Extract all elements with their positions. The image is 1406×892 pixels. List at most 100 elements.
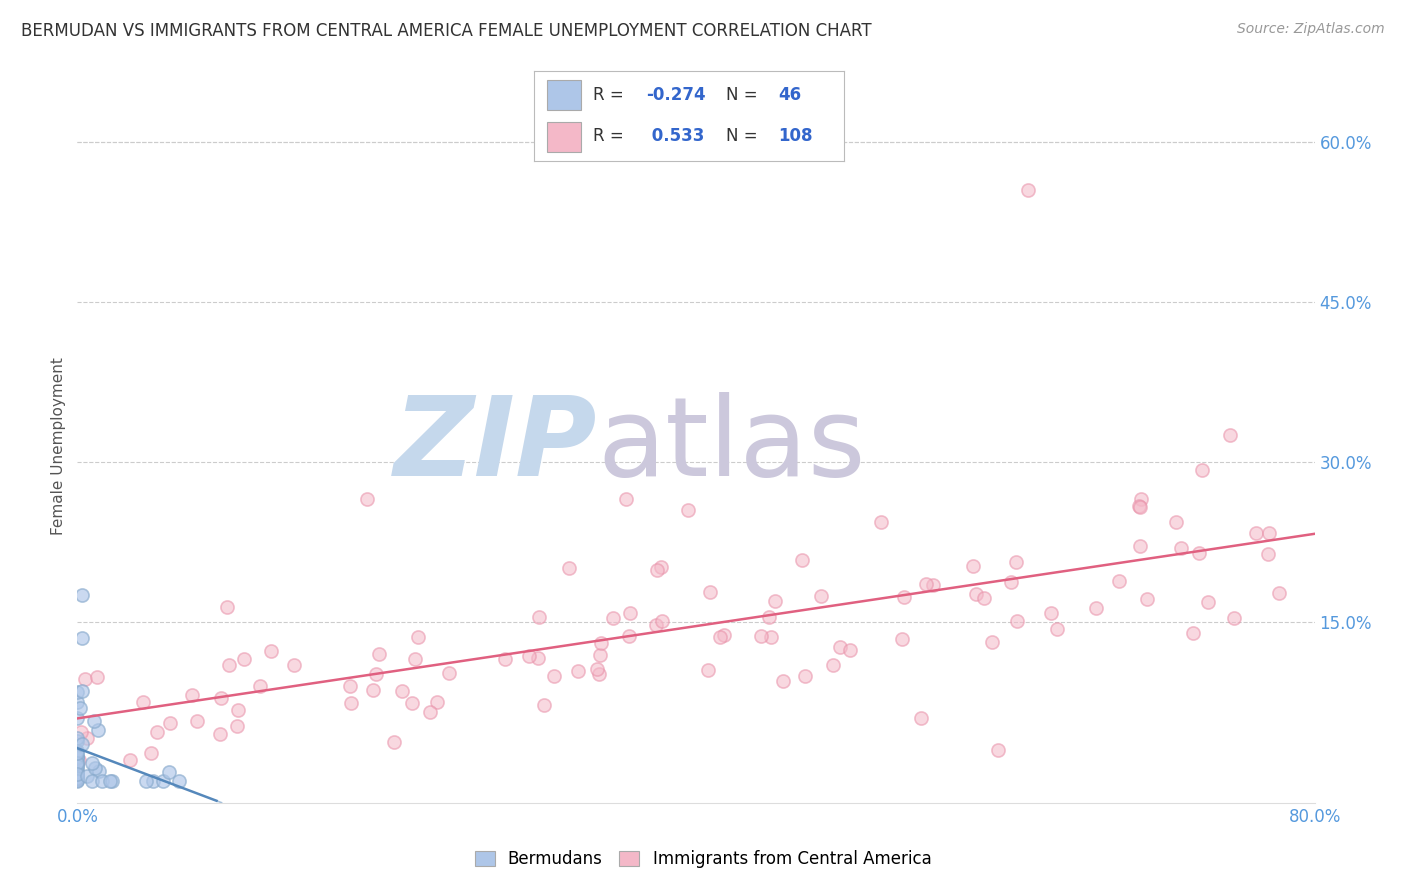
Point: [589, 636, 612, 650]
Point: [1187, 546, 1209, 560]
Point: [1128, 500, 1150, 514]
Point: [208, 726, 231, 740]
Point: [391, 684, 413, 698]
Point: [135, 774, 157, 789]
Point: [139, 746, 162, 760]
Point: [142, 774, 165, 789]
Point: [66, 759, 89, 773]
Point: [66, 746, 89, 760]
Point: [66, 762, 89, 776]
Point: [367, 647, 389, 661]
Point: [1007, 615, 1029, 629]
Point: [709, 630, 731, 644]
Point: [80, 756, 103, 771]
Point: [1018, 183, 1040, 197]
Point: [763, 594, 786, 608]
Point: [533, 698, 555, 712]
FancyBboxPatch shape: [547, 122, 581, 152]
Point: [66, 771, 89, 785]
Point: [70, 588, 93, 602]
Point: [893, 591, 915, 605]
Point: [226, 719, 249, 733]
Point: [100, 774, 122, 789]
Point: [76, 768, 98, 782]
Point: [167, 774, 190, 789]
Point: [66, 756, 89, 771]
Point: [406, 630, 429, 644]
Point: [101, 774, 124, 789]
Point: [437, 666, 460, 681]
Point: [186, 714, 208, 728]
Point: [527, 609, 550, 624]
Text: atlas: atlas: [598, 392, 866, 500]
Point: [218, 658, 240, 673]
Text: Source: ZipAtlas.com: Source: ZipAtlas.com: [1237, 22, 1385, 37]
Point: [86, 669, 108, 683]
Point: [696, 663, 718, 677]
Point: [699, 584, 721, 599]
Point: [650, 559, 672, 574]
Point: [973, 591, 995, 605]
Point: [66, 756, 89, 770]
Point: [339, 680, 361, 694]
Point: [1164, 516, 1187, 530]
Point: [132, 695, 155, 709]
Point: [83, 761, 105, 775]
FancyBboxPatch shape: [547, 80, 581, 110]
Point: [72, 737, 94, 751]
Point: [157, 765, 180, 780]
Point: [76, 731, 98, 745]
Point: [828, 640, 851, 654]
Point: [758, 610, 780, 624]
Point: [790, 553, 813, 567]
Point: [356, 492, 378, 507]
Point: [209, 690, 232, 705]
Text: 108: 108: [779, 128, 813, 145]
Y-axis label: Female Unemployment: Female Unemployment: [51, 357, 66, 535]
Point: [749, 629, 772, 643]
Text: BERMUDAN VS IMMIGRANTS FROM CENTRAL AMERICA FEMALE UNEMPLOYMENT CORRELATION CHAR: BERMUDAN VS IMMIGRANTS FROM CENTRAL AMER…: [21, 22, 872, 40]
Point: [645, 564, 668, 578]
Point: [527, 651, 550, 665]
Text: -0.274: -0.274: [645, 87, 706, 104]
Point: [772, 673, 794, 688]
Point: [793, 669, 815, 683]
Point: [364, 667, 387, 681]
Point: [1129, 540, 1152, 554]
Point: [67, 753, 90, 767]
Point: [233, 652, 256, 666]
Point: [1257, 547, 1279, 561]
Point: [651, 614, 673, 628]
Point: [73, 672, 96, 686]
Point: [1046, 622, 1069, 636]
Point: [83, 714, 105, 728]
Point: [339, 696, 361, 710]
Point: [980, 634, 1002, 648]
Point: [260, 644, 283, 658]
Point: [66, 749, 89, 764]
Point: [588, 667, 610, 681]
Point: [922, 578, 945, 592]
Point: [404, 652, 426, 666]
Point: [678, 503, 700, 517]
Point: [602, 611, 624, 625]
Point: [80, 774, 103, 789]
Point: [66, 771, 89, 785]
Point: [1136, 592, 1159, 607]
Point: [1191, 463, 1213, 477]
Point: [66, 731, 89, 745]
Point: [1004, 555, 1026, 569]
Point: [1129, 500, 1152, 514]
Text: N =: N =: [725, 128, 758, 145]
Point: [70, 631, 93, 645]
Point: [586, 662, 609, 676]
Point: [419, 706, 441, 720]
Point: [1244, 525, 1267, 540]
Point: [226, 704, 249, 718]
Point: [1085, 601, 1108, 615]
Point: [66, 733, 89, 747]
Point: [1170, 541, 1192, 555]
Point: [1223, 611, 1246, 625]
Point: [66, 685, 89, 699]
Point: [120, 753, 142, 767]
